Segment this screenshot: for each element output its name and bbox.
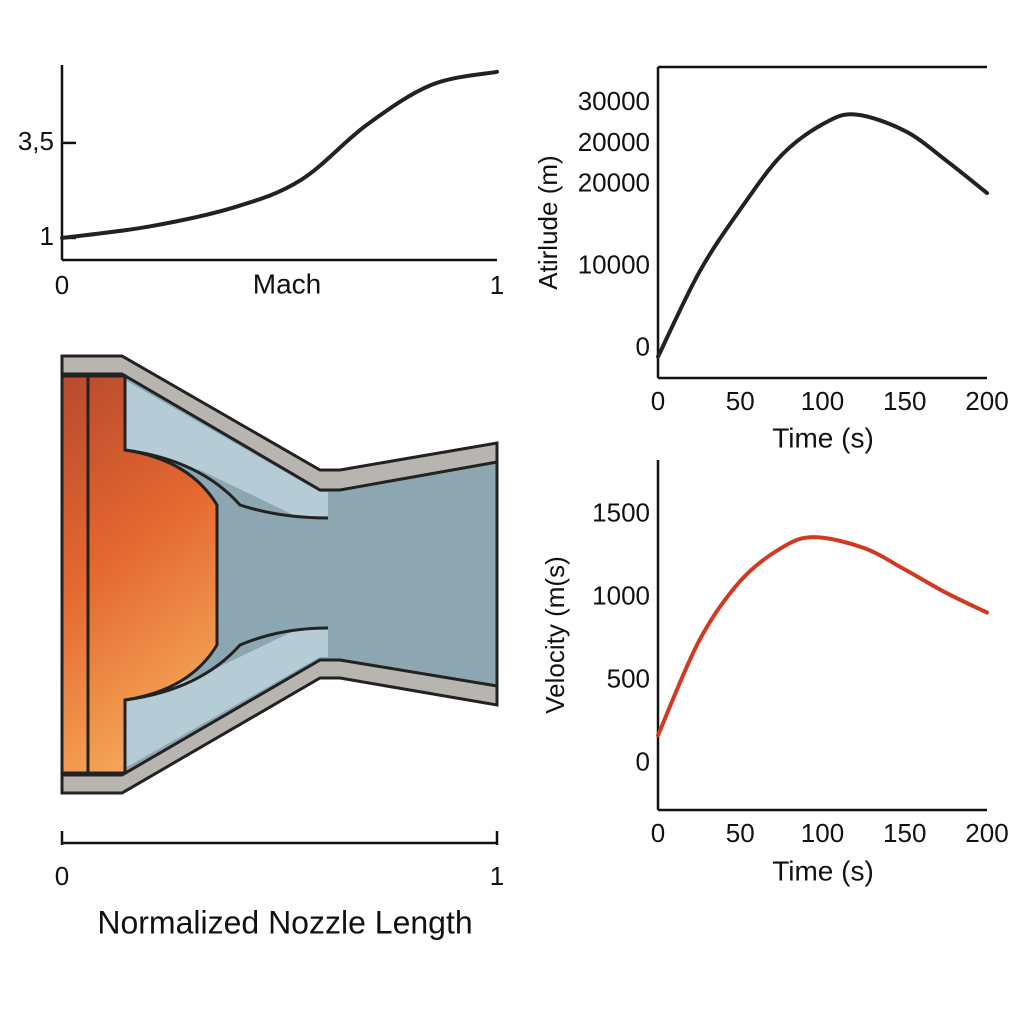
y-tick-label: 30000 xyxy=(578,86,650,116)
y-tick-label: 0 xyxy=(636,746,650,776)
data-line xyxy=(60,69,499,240)
y-tick-label: 1 xyxy=(40,221,54,251)
x-tick-label: 200 xyxy=(965,386,1008,416)
x-axis-label: Time (s) xyxy=(772,422,874,453)
nozzle-diagram xyxy=(60,354,499,795)
y-tick-label: 1500 xyxy=(592,498,650,528)
x-tick-label: 1 xyxy=(490,861,504,891)
x-tick-label: 200 xyxy=(965,818,1008,848)
x-tick-label: 50 xyxy=(726,818,755,848)
y-tick-label: 0 xyxy=(636,331,650,361)
x-tick-label: 100 xyxy=(801,818,844,848)
y-axis-label: Atirlude (m) xyxy=(533,155,563,289)
y-tick-label: 3,5 xyxy=(18,126,54,156)
x-tick-label: 150 xyxy=(883,818,926,848)
data-line xyxy=(656,535,989,738)
y-tick-label: 20000 xyxy=(578,168,650,198)
y-tick-label: 10000 xyxy=(578,250,650,280)
x-tick-label: 150 xyxy=(883,386,926,416)
y-tick-label: 1000 xyxy=(592,581,650,611)
y-tick-label: 20000 xyxy=(578,127,650,157)
x-axis-label: Time (s) xyxy=(772,855,874,886)
x-tick-label: 100 xyxy=(801,386,844,416)
y-axis-label: Velocity (m(s) xyxy=(540,556,570,713)
x-tick-label: 0 xyxy=(651,818,665,848)
x-axis-label: Normalized Nozzle Length xyxy=(97,904,472,940)
x-axis-label: Mach xyxy=(253,268,321,299)
x-tick-label: 0 xyxy=(55,861,69,891)
data-line xyxy=(656,112,989,359)
y-tick-label: 500 xyxy=(607,663,650,693)
x-tick-label: 0 xyxy=(651,386,665,416)
x-tick-label: 0 xyxy=(55,270,69,300)
x-tick-label: 1 xyxy=(490,270,504,300)
x-tick-label: 50 xyxy=(726,386,755,416)
